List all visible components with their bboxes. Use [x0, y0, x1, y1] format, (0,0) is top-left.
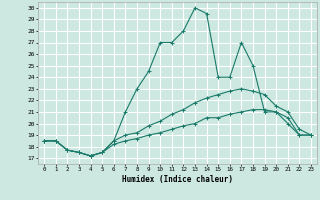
X-axis label: Humidex (Indice chaleur): Humidex (Indice chaleur) — [122, 175, 233, 184]
